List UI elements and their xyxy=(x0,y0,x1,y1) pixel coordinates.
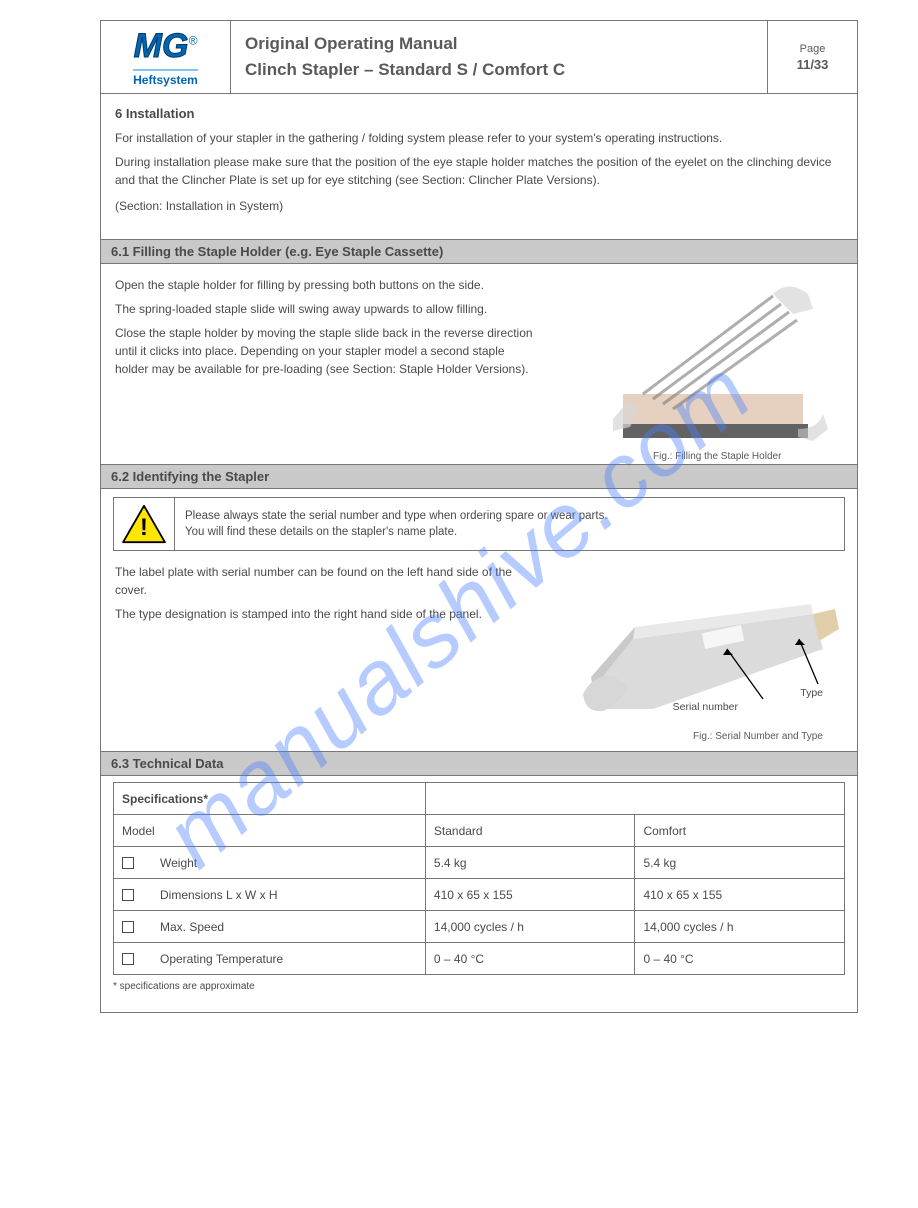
page-number: 11/33 xyxy=(797,57,829,72)
col-model: Model xyxy=(114,815,426,847)
section-bar-6-1: 6.1 Filling the Staple Holder (e.g. Eye … xyxy=(101,239,857,264)
logo: MG® Heftsystem xyxy=(133,29,198,87)
spec-cmf: 5.4 kg xyxy=(635,847,845,879)
figure-staple-holder: Fig.: Filling the Staple Holder xyxy=(583,274,843,469)
page-label: Page xyxy=(800,43,826,55)
chapter-intro: 6 Installation For installation of your … xyxy=(101,94,857,239)
label-type: Type xyxy=(800,687,823,699)
section-6-1-text: Open the staple holder for filling by pr… xyxy=(115,276,537,378)
section-6-2: The label plate with serial number can b… xyxy=(101,551,857,751)
s61-p2: The spring-loaded staple slide will swin… xyxy=(115,300,537,318)
section-6-1: Open the staple holder for filling by pr… xyxy=(101,264,857,464)
spec-std: 0 – 40 °C xyxy=(425,943,635,975)
spec-heading-blank xyxy=(425,783,844,815)
staple-holder-illustration: Fig.: Filling the Staple Holder xyxy=(583,274,843,464)
fig1-caption-text: Fig.: Filling the Staple Holder xyxy=(653,451,782,462)
logo-cell: MG® Heftsystem xyxy=(101,21,231,93)
tech-footnote: * specifications are approximate xyxy=(113,981,845,992)
checkbox-icon xyxy=(122,921,134,933)
logo-registered: ® xyxy=(188,34,197,48)
checkbox-icon xyxy=(122,857,134,869)
intro-ref: (Section: Installation in System) xyxy=(115,197,843,215)
tech-data: Specifications* Model Standard Comfort W… xyxy=(101,776,857,1012)
logo-text: MG® xyxy=(133,29,198,63)
page-frame: MG® Heftsystem Original Operating Manual… xyxy=(100,20,858,1013)
svg-text:Fig.: Serial Number and Type: Fig.: Serial Number and Type xyxy=(693,731,823,742)
spec-std: 410 x 65 x 155 xyxy=(425,879,635,911)
table-row: Specifications* xyxy=(114,783,845,815)
checkbox-cell xyxy=(114,911,153,943)
spec-cmf: 410 x 65 x 155 xyxy=(635,879,845,911)
warn-line1: Please always state the serial number an… xyxy=(185,508,834,524)
spec-label: Operating Temperature xyxy=(152,943,425,975)
table-row: Weight 5.4 kg 5.4 kg xyxy=(114,847,845,879)
figure-identify-stapler: Fig.: Serial Number and Type Serial numb… xyxy=(563,569,843,754)
intro-p2: During installation please make sure tha… xyxy=(115,153,843,189)
s61-p1: Open the staple holder for filling by pr… xyxy=(115,276,537,294)
warn-line2: You will find these details on the stapl… xyxy=(185,524,834,540)
checkbox-icon xyxy=(122,953,134,965)
doc-subtitle: Clinch Stapler – Standard S / Comfort C xyxy=(245,60,753,80)
checkbox-icon xyxy=(122,889,134,901)
label-serial-number: Serial number xyxy=(673,701,738,713)
chapter-heading: 6 Installation xyxy=(115,106,843,121)
checkbox-cell xyxy=(114,943,153,975)
checkbox-cell xyxy=(114,879,153,911)
col-standard: Standard xyxy=(425,815,635,847)
section-6-2-text: The label plate with serial number can b… xyxy=(115,563,537,623)
doc-title: Original Operating Manual xyxy=(245,34,753,54)
warning-text: Please always state the serial number an… xyxy=(174,498,844,550)
spec-cmf: 14,000 cycles / h xyxy=(635,911,845,943)
s62-p2: The type designation is stamped into the… xyxy=(115,605,537,623)
tech-data-table: Specifications* Model Standard Comfort W… xyxy=(113,782,845,975)
logo-subtext: Heftsystem xyxy=(133,69,198,87)
table-row: Model Standard Comfort xyxy=(114,815,845,847)
s62-p1: The label plate with serial number can b… xyxy=(115,563,537,599)
table-row: Operating Temperature 0 – 40 °C 0 – 40 °… xyxy=(114,943,845,975)
logo-mg: MG xyxy=(134,27,189,65)
spec-heading: Specifications* xyxy=(114,783,426,815)
spec-cmf: 0 – 40 °C xyxy=(635,943,845,975)
svg-text:!: ! xyxy=(140,515,148,541)
page-number-cell: Page 11/33 xyxy=(767,21,857,93)
col-comfort: Comfort xyxy=(635,815,845,847)
spec-label: Dimensions L x W x H xyxy=(152,879,425,911)
checkbox-cell xyxy=(114,847,153,879)
warning-box: ! Please always state the serial number … xyxy=(113,497,845,551)
section-bar-6-3: 6.3 Technical Data xyxy=(101,751,857,776)
spec-label: Weight xyxy=(152,847,425,879)
table-row: Dimensions L x W x H 410 x 65 x 155 410 … xyxy=(114,879,845,911)
header-title-cell: Original Operating Manual Clinch Stapler… xyxy=(231,21,767,93)
table-row: Max. Speed 14,000 cycles / h 14,000 cycl… xyxy=(114,911,845,943)
intro-p1: For installation of your stapler in the … xyxy=(115,129,843,147)
spec-std: 5.4 kg xyxy=(425,847,635,879)
header: MG® Heftsystem Original Operating Manual… xyxy=(101,21,857,94)
warning-icon: ! xyxy=(114,498,174,550)
stapler-id-illustration: Fig.: Serial Number and Type xyxy=(563,569,843,749)
spec-std: 14,000 cycles / h xyxy=(425,911,635,943)
spec-label: Max. Speed xyxy=(152,911,425,943)
s61-p3: Close the staple holder by moving the st… xyxy=(115,324,537,378)
